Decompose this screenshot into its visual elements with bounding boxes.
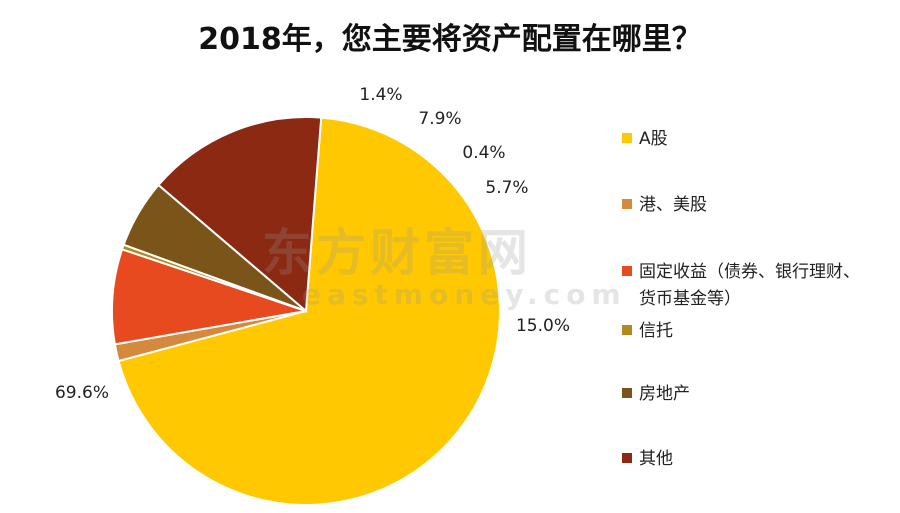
legend-swatch — [622, 388, 632, 398]
slice-label-4: 5.7% — [485, 178, 528, 198]
legend-item-1: 港、美股 — [622, 192, 707, 219]
legend-label: 信托 — [639, 321, 673, 341]
slice-label-5: 15.0% — [516, 316, 570, 336]
legend-item-3: 信托 — [622, 318, 673, 345]
legend-item-4: 房地产 — [622, 381, 690, 408]
legend-swatch — [622, 453, 632, 463]
legend-label: 其他 — [639, 449, 673, 469]
legend-swatch — [622, 325, 632, 335]
chart-title: 2018年，您主要将资产配置在哪里？ — [198, 22, 702, 57]
legend-item-2: 固定收益（债券、银行理财、 货币基金等） — [622, 259, 860, 313]
slice-label-3: 0.4% — [462, 143, 505, 163]
legend-swatch — [622, 199, 632, 209]
legend-swatch — [622, 266, 632, 276]
slice-label-2: 7.9% — [418, 109, 461, 129]
legend-item-0: A股 — [622, 126, 668, 153]
legend-swatch — [622, 133, 632, 143]
legend-label: 房地产 — [639, 384, 690, 404]
slice-label-0: 69.6% — [55, 383, 109, 403]
legend-label: 固定收益（债券、银行理财、 — [639, 262, 860, 282]
pie-slice-0 — [117, 116, 501, 506]
legend-label: A股 — [639, 129, 668, 149]
legend-label: 货币基金等） — [639, 289, 741, 309]
slice-label-1: 1.4% — [359, 85, 402, 105]
pie-slice-2 — [111, 248, 307, 346]
legend-label: 港、美股 — [639, 195, 707, 215]
pie-slice-5 — [157, 116, 323, 314]
legend-item-5: 其他 — [622, 446, 673, 473]
